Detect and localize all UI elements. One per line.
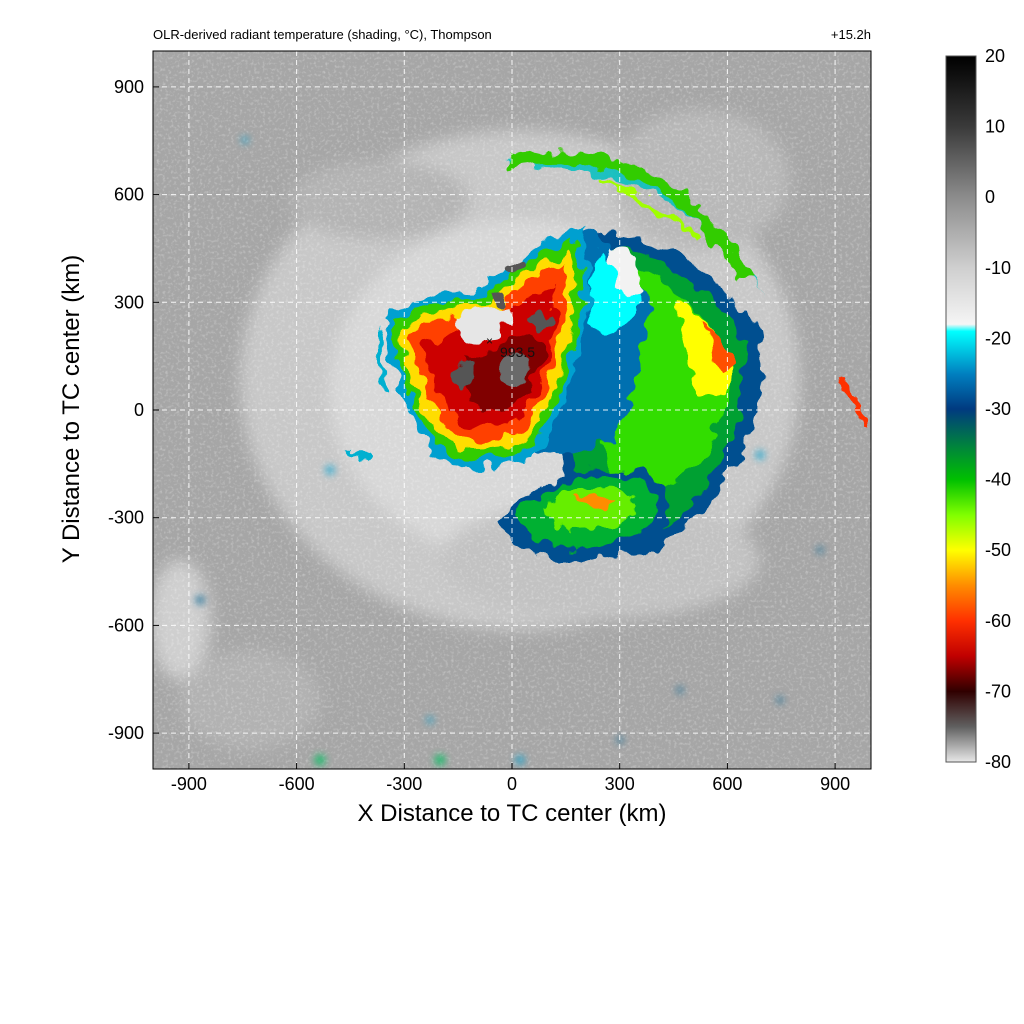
colorbar-tick-label: -30 [985, 399, 1011, 419]
colorbar-tick-label: 0 [985, 187, 995, 207]
valid-time-label: +15.2h [830, 27, 871, 42]
y-tick-label: 900 [114, 77, 144, 97]
x-tick-label: 900 [820, 774, 850, 794]
scattered-cells-layer [196, 137, 823, 765]
grid-lines [153, 51, 871, 769]
colorbar-tick-label: -10 [985, 258, 1011, 278]
y-axis-ticks: -900 -600 -300 0 300 600 900 [108, 77, 159, 743]
y-tick-label: 0 [134, 400, 144, 420]
colorbar: 20 10 0 -10 -20 -30 -40 -50 -60 -70 -80 [945, 46, 1011, 772]
y-tick-label: -300 [108, 508, 144, 528]
colorbar-tick-label: -50 [985, 540, 1011, 560]
center-marker-icon: × [486, 334, 493, 348]
x-tick-label: 300 [605, 774, 635, 794]
y-tick-label: 600 [114, 185, 144, 205]
colorbar-tick-label: 20 [985, 46, 1005, 66]
colorbar-tick-label: -20 [985, 328, 1011, 348]
x-tick-label: -900 [171, 774, 207, 794]
colorbar-ticks: 20 10 0 -10 -20 -30 -40 -50 -60 -70 -80 [985, 46, 1011, 772]
x-tick-label: -600 [279, 774, 315, 794]
chart-title: OLR-derived radiant temperature (shading… [153, 27, 492, 42]
center-pressure-label: 993.5 [500, 344, 535, 360]
x-axis-label: X Distance to TC center (km) [357, 800, 667, 827]
x-tick-label: -300 [386, 774, 422, 794]
x-tick-label: 600 [712, 774, 742, 794]
y-tick-label: 300 [114, 292, 144, 312]
plot-area: 993.5 × [153, 51, 871, 769]
y-tick-label: -600 [108, 615, 144, 635]
colorbar-bar [945, 55, 977, 763]
convection-layer [348, 151, 868, 560]
x-axis-ticks: -900 -600 -300 0 300 600 900 [171, 763, 850, 794]
y-tick-label: -900 [108, 723, 144, 743]
colorbar-tick-label: -40 [985, 470, 1011, 490]
colorbar-tick-label: -70 [985, 681, 1011, 701]
y-axis-label: Y Distance to TC center (km) [58, 254, 85, 564]
colorbar-tick-label: -80 [985, 752, 1011, 772]
colorbar-tick-label: 10 [985, 117, 1005, 137]
x-tick-label: 0 [507, 774, 517, 794]
colorbar-tick-label: -60 [985, 611, 1011, 631]
